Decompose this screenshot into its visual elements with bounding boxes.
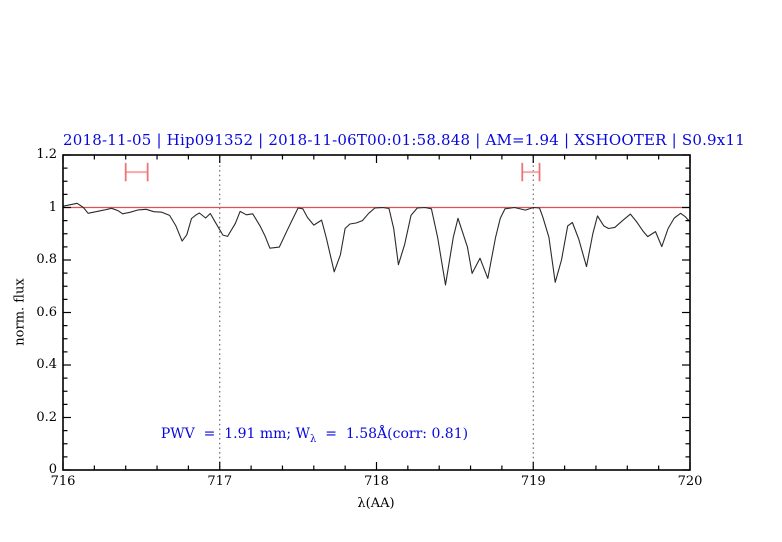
telluric-spectrum-line: [62, 202, 691, 286]
pwv-annotation-suffix: = 1.58Å(corr: 0.81): [316, 426, 469, 442]
y-tick-label-0.6: 0.6: [36, 304, 57, 320]
pwv-annotation-prefix: PWV = 1.91 mm; W: [160, 426, 310, 442]
plot-title: 2018-11-05 | Hip091352 | 2018-11-06T00:0…: [63, 131, 745, 149]
y-tick-label-0.4: 0.4: [36, 357, 57, 372]
x-tick-label-718: 718: [364, 474, 389, 489]
y-tick-label-0.8: 0.8: [36, 252, 57, 267]
y-tick-label-0.2: 0.2: [36, 409, 57, 425]
x-axis-label: λ(AA): [357, 496, 395, 511]
y-tick-label-1.2: 1.2: [36, 147, 57, 162]
x-tick-label-717: 717: [207, 474, 233, 489]
pwv-annotation-sub: λ: [310, 433, 317, 445]
y-tick-label-0: 0: [48, 462, 57, 477]
x-tick-label-716: 716: [50, 474, 76, 489]
y-tick-label-1: 1: [48, 199, 57, 215]
x-tick-label-719: 719: [520, 474, 546, 489]
pwv-annotation: PWV = 1.91 mm; Wλ = 1.58Å(corr: 0.81): [143, 410, 468, 461]
x-tick-label-720: 720: [677, 474, 703, 489]
